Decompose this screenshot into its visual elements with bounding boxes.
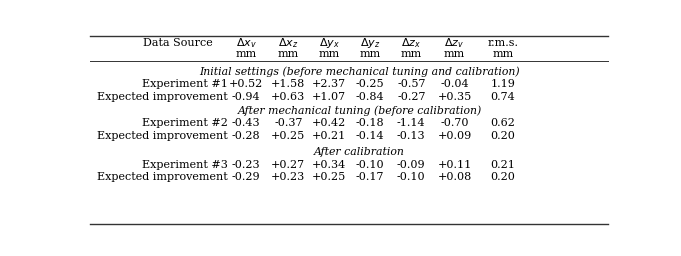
Text: Experiment #1: Experiment #1 [142,79,227,89]
Text: -0.18: -0.18 [355,119,385,129]
Text: 1.19: 1.19 [491,79,516,89]
Text: 0.20: 0.20 [491,172,516,182]
Text: mm: mm [236,49,257,59]
Text: 0.20: 0.20 [491,131,516,141]
Text: mm: mm [278,49,299,59]
Text: -0.10: -0.10 [355,160,385,170]
Text: 0.62: 0.62 [491,119,516,129]
Text: After mechanical tuning (before calibration): After mechanical tuning (before calibrat… [238,106,481,116]
Text: -0.09: -0.09 [397,160,426,170]
Text: -0.43: -0.43 [232,119,260,129]
Text: r.m.s.: r.m.s. [488,38,519,48]
Text: +0.25: +0.25 [312,172,346,182]
Text: -0.57: -0.57 [397,79,426,89]
Text: $\Delta y_x$: $\Delta y_x$ [319,36,339,50]
Text: -0.23: -0.23 [232,160,260,170]
Text: mm: mm [360,49,381,59]
Text: -0.17: -0.17 [356,172,384,182]
Text: +2.37: +2.37 [312,79,346,89]
Text: After calibration: After calibration [314,147,405,157]
Text: +0.21: +0.21 [312,131,346,141]
Text: +0.09: +0.09 [437,131,472,141]
Text: +0.52: +0.52 [229,79,264,89]
Text: Expected improvement: Expected improvement [97,131,227,141]
Text: -0.25: -0.25 [355,79,385,89]
Text: +0.11: +0.11 [437,160,472,170]
Text: Experiment #2: Experiment #2 [142,119,227,129]
Text: 0.74: 0.74 [491,92,516,102]
Text: +1.58: +1.58 [271,79,306,89]
Text: Expected improvement: Expected improvement [97,172,227,182]
Text: mm: mm [444,49,465,59]
Text: +0.27: +0.27 [271,160,305,170]
Text: +0.42: +0.42 [312,119,346,129]
Text: +0.23: +0.23 [271,172,306,182]
Text: -1.14: -1.14 [397,119,426,129]
Text: mm: mm [318,49,340,59]
Text: +1.07: +1.07 [312,92,346,102]
Text: $\Delta x_v$: $\Delta x_v$ [236,36,257,50]
Text: Expected improvement: Expected improvement [97,92,227,102]
Text: mm: mm [400,49,422,59]
Text: -0.84: -0.84 [355,92,385,102]
Text: +0.25: +0.25 [271,131,306,141]
Text: +0.08: +0.08 [437,172,472,182]
Text: -0.94: -0.94 [232,92,260,102]
Text: +0.63: +0.63 [271,92,306,102]
Text: $\Delta x_z$: $\Delta x_z$ [278,36,298,50]
Text: -0.70: -0.70 [441,119,469,129]
Text: -0.29: -0.29 [232,172,260,182]
Text: -0.37: -0.37 [274,119,302,129]
Text: $\Delta z_v$: $\Delta z_v$ [445,36,464,50]
Text: +0.35: +0.35 [437,92,472,102]
Text: +0.34: +0.34 [312,160,346,170]
Text: mm: mm [492,49,513,59]
Text: -0.28: -0.28 [232,131,260,141]
Text: -0.04: -0.04 [440,79,469,89]
Text: 0.21: 0.21 [491,160,516,170]
Text: Initial settings (before mechanical tuning and calibration): Initial settings (before mechanical tuni… [200,67,520,77]
Text: $\Delta y_z$: $\Delta y_z$ [360,36,380,50]
Text: -0.27: -0.27 [397,92,426,102]
Text: $\Delta z_x$: $\Delta z_x$ [401,36,422,50]
Text: -0.10: -0.10 [397,172,426,182]
Text: -0.13: -0.13 [397,131,426,141]
Text: Experiment #3: Experiment #3 [142,160,227,170]
Text: -0.14: -0.14 [355,131,385,141]
Text: Data Source: Data Source [142,38,212,48]
